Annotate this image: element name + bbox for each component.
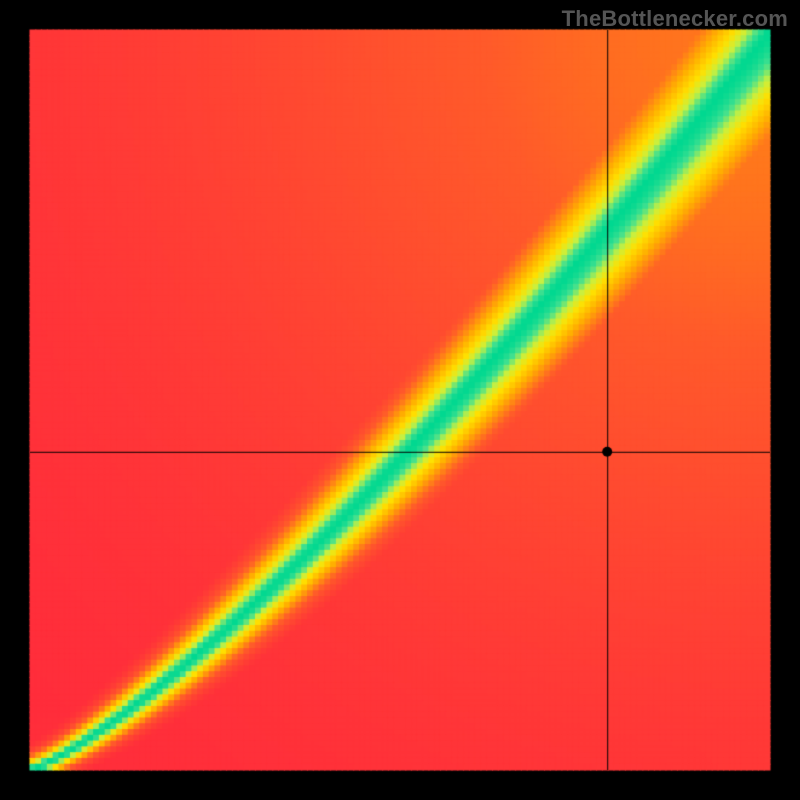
bottleneck-heatmap [0,0,800,800]
watermark-text: TheBottlenecker.com [562,6,788,32]
chart-container: TheBottlenecker.com [0,0,800,800]
